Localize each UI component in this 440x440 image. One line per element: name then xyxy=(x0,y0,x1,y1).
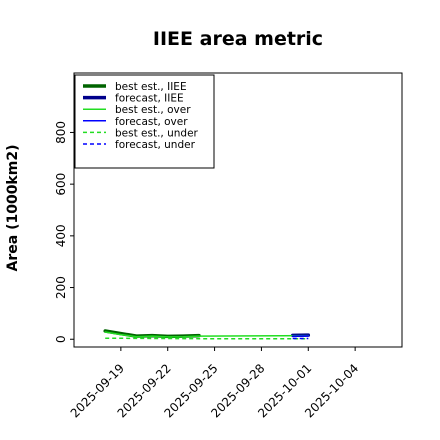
y-axis-label: Area (1000km2) xyxy=(5,145,21,272)
legend-label: best est., under xyxy=(115,127,199,139)
legend-label: best est., over xyxy=(115,104,191,116)
legend-label: forecast, under xyxy=(115,139,196,151)
legend-box xyxy=(74,74,215,169)
y-tick-label: 600 xyxy=(54,173,68,196)
chart-title: IIEE area metric xyxy=(153,28,323,50)
legend-label: forecast, over xyxy=(115,116,188,128)
plot-frame xyxy=(73,72,403,348)
y-tick-label: 400 xyxy=(54,224,68,247)
legend-label: best est., IIEE xyxy=(115,81,187,93)
legend-label: forecast, IIEE xyxy=(115,93,184,105)
y-tick-label: 0 xyxy=(54,335,68,343)
series-line-4 xyxy=(105,337,309,340)
series-line-2 xyxy=(104,331,310,338)
y-tick-label: 800 xyxy=(54,121,68,144)
series-layer xyxy=(103,329,311,340)
y-tick-label: 200 xyxy=(54,276,68,299)
